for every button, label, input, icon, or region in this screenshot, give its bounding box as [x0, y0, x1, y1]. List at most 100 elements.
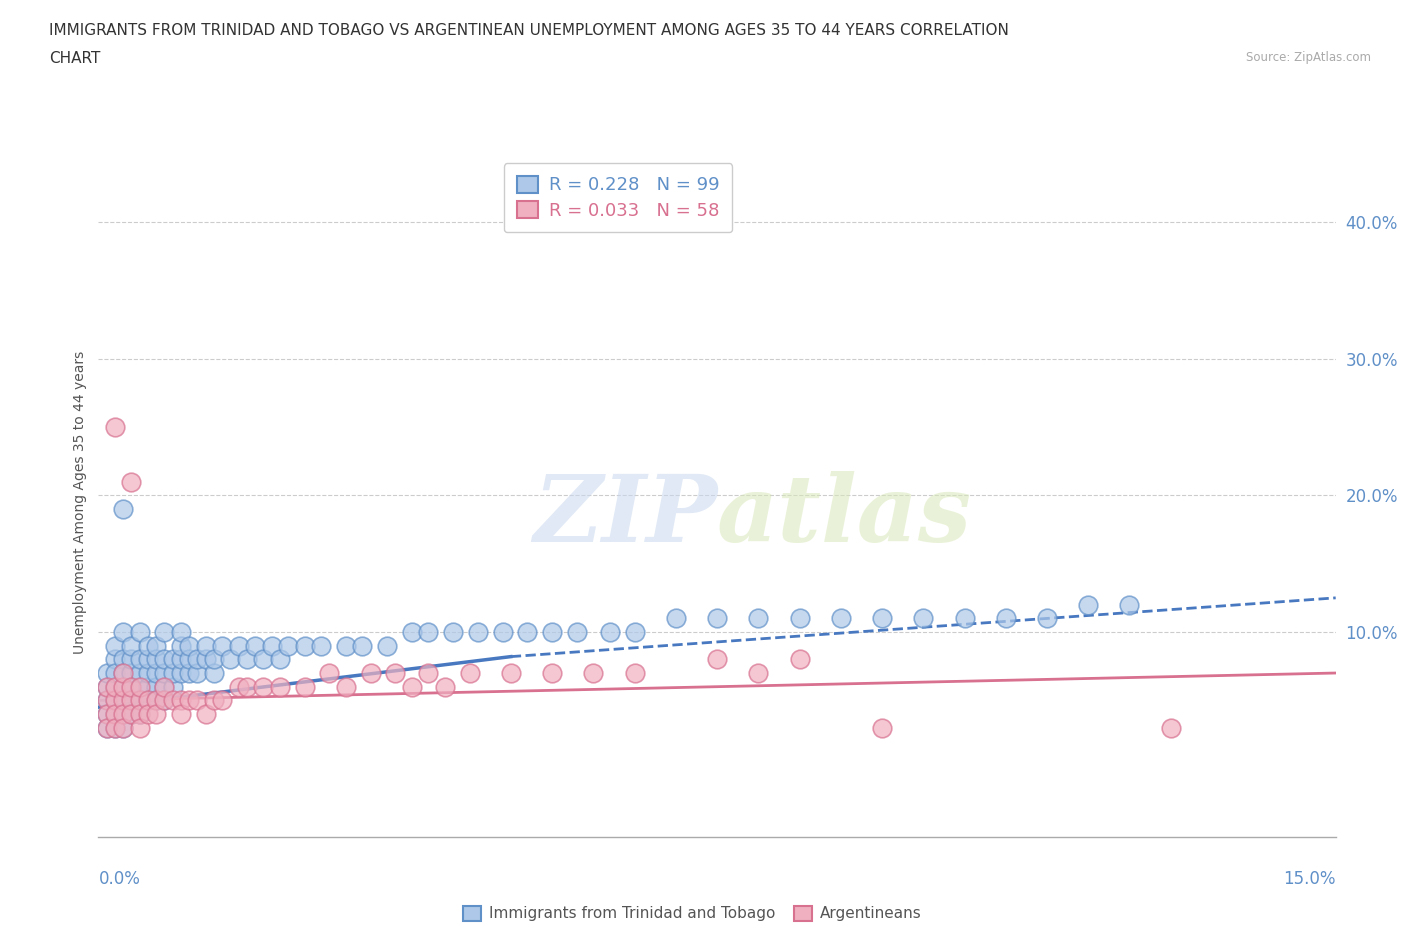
Point	[96, 679, 118, 694]
Point	[870, 720, 893, 735]
Point	[665, 611, 688, 626]
Point	[120, 707, 142, 722]
Point	[294, 679, 316, 694]
Point	[104, 693, 127, 708]
Point	[104, 707, 127, 722]
Point	[112, 720, 135, 735]
Point	[112, 693, 135, 708]
Point	[202, 693, 225, 708]
Point	[260, 638, 283, 653]
Point	[516, 625, 538, 640]
Text: atlas: atlas	[717, 471, 973, 561]
Point	[162, 693, 184, 708]
Point	[252, 679, 274, 694]
Point	[128, 679, 150, 694]
Point	[120, 666, 142, 681]
Point	[120, 638, 142, 653]
Point	[1160, 720, 1182, 735]
Point	[194, 652, 217, 667]
Point	[128, 707, 150, 722]
Point	[153, 693, 176, 708]
Legend: Immigrants from Trinidad and Tobago, Argentineans: Immigrants from Trinidad and Tobago, Arg…	[456, 898, 929, 929]
Point	[96, 679, 118, 694]
Point	[153, 652, 176, 667]
Point	[1036, 611, 1059, 626]
Point	[401, 679, 423, 694]
Text: IMMIGRANTS FROM TRINIDAD AND TOBAGO VS ARGENTINEAN UNEMPLOYMENT AMONG AGES 35 TO: IMMIGRANTS FROM TRINIDAD AND TOBAGO VS A…	[49, 23, 1010, 38]
Point	[153, 693, 176, 708]
Point	[145, 652, 167, 667]
Point	[565, 625, 588, 640]
Point	[96, 707, 118, 722]
Point	[789, 611, 811, 626]
Point	[120, 707, 142, 722]
Point	[162, 652, 184, 667]
Point	[211, 693, 233, 708]
Point	[186, 652, 208, 667]
Point	[128, 625, 150, 640]
Point	[747, 666, 769, 681]
Point	[384, 666, 406, 681]
Point	[112, 707, 135, 722]
Point	[145, 679, 167, 694]
Point	[335, 638, 357, 653]
Point	[96, 720, 118, 735]
Point	[128, 707, 150, 722]
Point	[104, 693, 127, 708]
Point	[104, 419, 127, 434]
Point	[219, 652, 242, 667]
Point	[170, 638, 193, 653]
Point	[120, 693, 142, 708]
Point	[186, 693, 208, 708]
Point	[145, 693, 167, 708]
Point	[96, 693, 118, 708]
Point	[145, 707, 167, 722]
Point	[541, 666, 564, 681]
Point	[170, 652, 193, 667]
Point	[96, 720, 118, 735]
Point	[104, 679, 127, 694]
Point	[352, 638, 374, 653]
Point	[623, 625, 645, 640]
Point	[120, 693, 142, 708]
Point	[120, 679, 142, 694]
Point	[153, 679, 176, 694]
Point	[136, 693, 159, 708]
Point	[112, 693, 135, 708]
Point	[236, 679, 259, 694]
Point	[112, 666, 135, 681]
Point	[441, 625, 464, 640]
Point	[104, 707, 127, 722]
Point	[599, 625, 621, 640]
Point	[294, 638, 316, 653]
Y-axis label: Unemployment Among Ages 35 to 44 years: Unemployment Among Ages 35 to 44 years	[73, 351, 87, 654]
Point	[145, 638, 167, 653]
Point	[830, 611, 852, 626]
Point	[112, 679, 135, 694]
Point	[162, 679, 184, 694]
Point	[170, 707, 193, 722]
Point	[418, 666, 440, 681]
Point	[104, 720, 127, 735]
Point	[136, 638, 159, 653]
Point	[170, 625, 193, 640]
Point	[277, 638, 299, 653]
Point	[318, 666, 340, 681]
Point	[499, 666, 522, 681]
Point	[96, 693, 118, 708]
Point	[145, 666, 167, 681]
Point	[309, 638, 332, 653]
Point	[228, 679, 250, 694]
Point	[162, 666, 184, 681]
Text: CHART: CHART	[49, 51, 101, 66]
Point	[228, 638, 250, 653]
Point	[120, 652, 142, 667]
Text: 15.0%: 15.0%	[1284, 870, 1336, 888]
Point	[145, 693, 167, 708]
Point	[335, 679, 357, 694]
Point	[179, 638, 201, 653]
Point	[1077, 597, 1099, 612]
Point	[112, 666, 135, 681]
Point	[96, 707, 118, 722]
Point	[128, 720, 150, 735]
